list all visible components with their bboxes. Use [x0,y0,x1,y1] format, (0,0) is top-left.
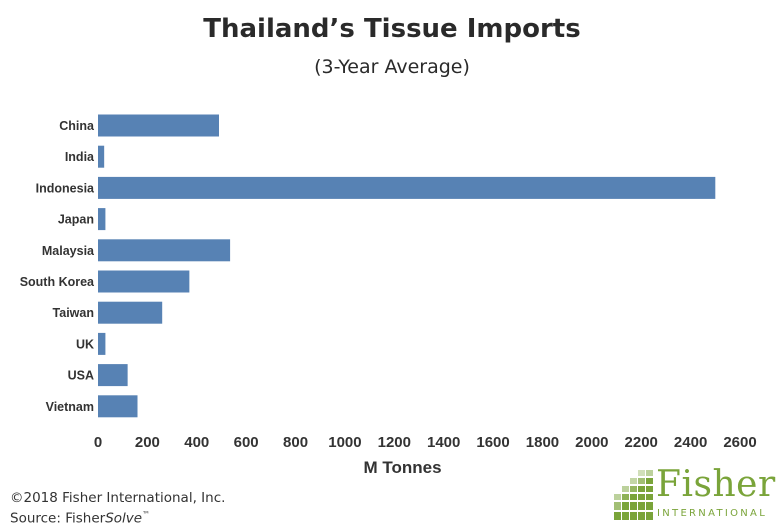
bar-malaysia [98,239,231,262]
x-tick-label: 2600 [723,434,756,451]
bar-chart: China India Indonesia Japan Malaysia South Ko… [20,114,757,451]
x-tick-label: 400 [184,434,209,451]
category-label: Indonesia [36,181,95,195]
category-label: China [59,119,95,133]
category-label: South Korea [20,275,95,289]
x-axis-label: M Tonnes [363,458,442,477]
x-tick-label: 1600 [476,434,509,451]
fisher-logo: Fisher INTERNATIONAL [612,464,777,524]
source-prefix: Source: Fisher [10,510,106,527]
building-icon [614,470,653,520]
bar-taiwan [98,301,163,324]
x-tick-label: 200 [135,434,160,451]
category-label: Taiwan [53,306,94,320]
copyright-text: ©2018 Fisher International, Inc. [10,490,226,506]
bar-usa [98,364,128,387]
source-italic: Solve [105,510,143,527]
x-tick-label: 2200 [625,434,658,451]
x-tick-label: 1200 [378,434,411,451]
bar-china [98,114,219,137]
category-label: Malaysia [42,244,95,258]
chart-title: Thailand’s Tissue Imports [203,14,581,44]
x-tick-label: 1000 [328,434,361,451]
bar-uk [98,332,106,355]
source-text: Source: FisherSolve™ [10,510,150,527]
bar-japan [98,208,106,231]
logo-name: Fisher [656,464,776,505]
x-tick-label: 1400 [427,434,460,451]
x-tick-label: 2000 [575,434,608,451]
bar-india [98,145,105,168]
logo-subtitle: INTERNATIONAL [657,508,768,519]
bar-vietnam [98,395,138,418]
x-tick-label: 600 [234,434,259,451]
category-label: India [65,150,95,164]
bar-indonesia [98,176,716,199]
chart-subtitle: (3-Year Average) [314,56,470,78]
source-tm: ™ [142,510,151,519]
x-tick-label: 1800 [526,434,559,451]
category-label: Japan [58,213,94,227]
bar-south-korea [98,270,190,293]
x-tick-label: 0 [94,434,102,451]
x-tick-label: 800 [283,434,308,451]
category-label: UK [76,337,94,351]
category-label: USA [68,369,94,383]
x-tick-label: 2400 [674,434,707,451]
category-label: Vietnam [46,400,94,414]
